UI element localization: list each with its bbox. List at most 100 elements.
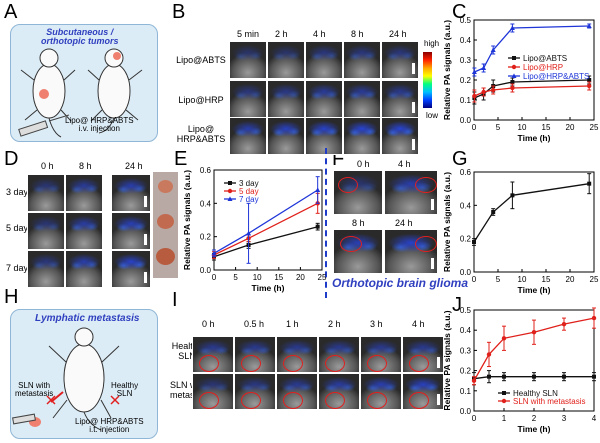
chart-c: 0 5 10 15 20 25 0.0 0.1 0.2 0.3 0.4 0.5 Time (h) Rela… xyxy=(442,16,599,143)
y-tick-label: 0.1 xyxy=(460,96,472,105)
series-line xyxy=(473,376,594,380)
i-time-label: 2 h xyxy=(328,319,341,329)
i-time-label: 0 h xyxy=(202,319,215,329)
roi-circle xyxy=(241,355,261,372)
data-point xyxy=(510,85,515,91)
roi-circle xyxy=(283,355,303,372)
panel-h-box: Lymphatic metastasis SLN with metastasis… xyxy=(10,309,158,439)
i-time-label: 0.5 h xyxy=(244,319,265,329)
d-row-label-1: 3 day xyxy=(6,187,29,197)
i-pa-image xyxy=(402,373,444,410)
panel-h-injection: Lipo@ HRP&ABTS i.t. injection xyxy=(75,417,144,435)
b-pa-image xyxy=(229,80,267,118)
x-axis-label: Time (h) xyxy=(518,133,551,143)
x-tick-label: 15 xyxy=(274,273,283,282)
b-pa-image xyxy=(229,41,267,79)
panel-letter-b: B xyxy=(172,1,186,23)
x-tick-label: 10 xyxy=(518,275,527,284)
x-tick-label: 5 xyxy=(496,275,501,284)
i-row-label-1: Healthy SLN xyxy=(171,341,203,362)
scale-bar xyxy=(437,394,440,405)
chart-g: 0 5 10 15 20 25 0.0 0.2 0.4 0.6 Time (h) Relative P… xyxy=(442,168,599,295)
i-time-label: 3 h xyxy=(370,319,383,329)
b-pa-image xyxy=(305,41,343,79)
legend-label: 3 day xyxy=(239,179,259,188)
b-pa-image xyxy=(381,80,419,118)
data-point xyxy=(487,374,491,379)
y-tick-label: 0.4 xyxy=(200,199,212,208)
y-axis-label: Relative PA signals (a.u.) xyxy=(442,310,452,410)
legend-label: Lipo@ABTS xyxy=(523,54,567,63)
panel-a-box: Subcutaneous / orthotopic tumors Lipo@ H… xyxy=(10,24,158,142)
mice-illustration xyxy=(18,48,143,138)
x-tick-label: 1 xyxy=(502,414,507,423)
data-point xyxy=(315,187,321,192)
d-pa-image xyxy=(111,250,151,288)
d-pa-image xyxy=(65,250,103,288)
scale-bar xyxy=(412,63,415,74)
panel-letter-j: J xyxy=(452,294,462,316)
y-tick-label: 0.2 xyxy=(460,76,472,85)
mouse-lymph-illustration xyxy=(12,327,120,431)
b-time-label: 4 h xyxy=(313,29,326,39)
x-tick-label: 15 xyxy=(542,275,551,284)
data-point xyxy=(246,230,252,236)
d-row-label-2: 5 day xyxy=(6,223,29,233)
data-point xyxy=(486,352,492,357)
scale-bar xyxy=(144,196,147,207)
d-pa-image xyxy=(27,212,65,250)
x-axis-label: Time (h) xyxy=(252,283,285,293)
syringe-icon xyxy=(12,413,36,425)
f-pa-image xyxy=(384,229,438,274)
data-point xyxy=(510,193,515,198)
data-point xyxy=(562,374,566,379)
excised-tumor-photo xyxy=(153,172,178,278)
data-point xyxy=(512,56,516,60)
i-time-label: 4 h xyxy=(412,319,425,329)
x-tick-label: 5 xyxy=(233,273,238,282)
series-line xyxy=(473,183,590,243)
x-tick-label: 10 xyxy=(518,123,527,132)
b-row-label-2: Lipo@HRP xyxy=(178,95,224,105)
b-pa-image xyxy=(343,80,381,118)
x-tick-label: 0 xyxy=(212,273,217,282)
roi-circle xyxy=(367,355,387,372)
roi-circle xyxy=(338,177,358,193)
roi-circle xyxy=(283,392,303,409)
brain-tumor xyxy=(113,52,121,60)
data-point xyxy=(587,181,592,186)
data-point xyxy=(490,47,496,52)
i-pa-image xyxy=(360,373,402,410)
y-axis-label: Relative PA signals (a.u.) xyxy=(182,170,192,270)
legend-label: Healthy SLN xyxy=(513,389,558,398)
b-time-label: 2 h xyxy=(275,29,288,39)
data-point xyxy=(491,210,496,214)
y-tick-label: 0.5 xyxy=(460,16,472,25)
data-point xyxy=(481,89,486,95)
legend-label: Lipo@HRP&ABTS xyxy=(523,72,589,81)
y-tick-label: 0.2 xyxy=(200,233,212,242)
x-axis-label: Time (h) xyxy=(518,424,551,434)
data-point xyxy=(532,374,536,379)
y-axis-label: Relative PA signals (a.u.) xyxy=(442,172,452,272)
x-tick-label: 20 xyxy=(296,273,305,282)
section-divider xyxy=(325,148,327,298)
x-tick-label: 10 xyxy=(253,273,262,282)
data-point xyxy=(471,69,477,74)
i-pa-image xyxy=(234,373,276,410)
data-point xyxy=(592,374,596,379)
f-time-label: 24 h xyxy=(395,218,413,228)
data-point xyxy=(587,78,592,82)
b-row-label-3: Lipo@ HRP&ABTS xyxy=(176,124,226,145)
b-pa-image xyxy=(267,80,305,118)
data-point xyxy=(491,87,496,93)
x-tick-label: 20 xyxy=(566,275,575,284)
lymph-marker-right xyxy=(110,395,120,405)
x-tick-label: 2 xyxy=(532,414,537,423)
scale-bar xyxy=(412,139,415,150)
series-line xyxy=(213,226,318,258)
x-tick-label: 25 xyxy=(318,273,327,282)
panel-a-title: Subcutaneous / orthotopic tumors xyxy=(41,27,119,47)
y-tick-label: 0.6 xyxy=(460,168,472,177)
d-pa-image xyxy=(65,174,103,212)
